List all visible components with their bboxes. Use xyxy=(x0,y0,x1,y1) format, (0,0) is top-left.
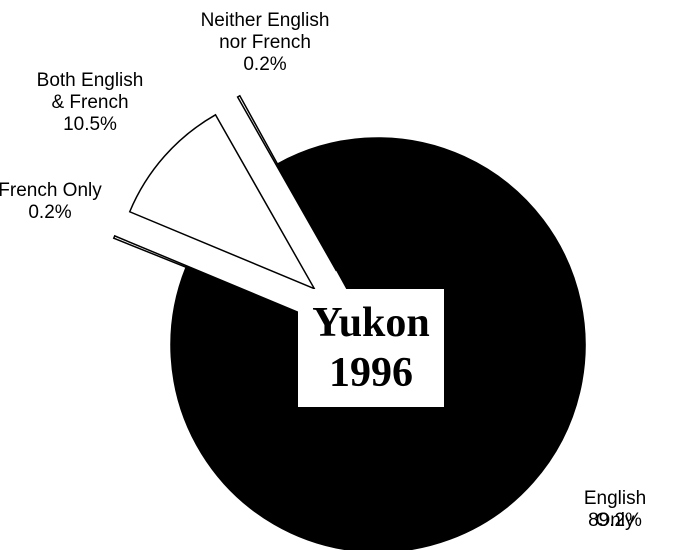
slice-label: French Only xyxy=(0,180,102,201)
pie-slice xyxy=(112,234,300,314)
slice-value-label: 10.5% xyxy=(63,114,117,135)
slice-label: Both English & French xyxy=(36,70,144,113)
chart-title: Yukon 1996 xyxy=(298,289,444,407)
slice-value-label: 0.2% xyxy=(243,54,287,75)
slice-label: English Only xyxy=(583,488,647,531)
pie-slice xyxy=(236,94,338,272)
pie-slice xyxy=(128,113,317,291)
slice-label: Neither English nor French xyxy=(200,10,330,53)
slice-value-label: 89.2% xyxy=(588,510,642,531)
slice-value-label: 0.2% xyxy=(28,202,72,223)
